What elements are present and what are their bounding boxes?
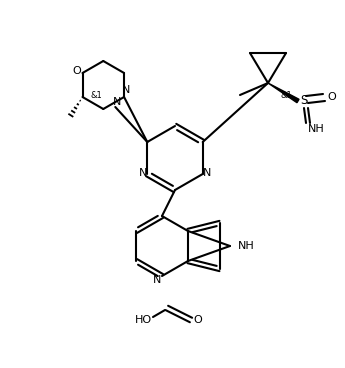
Text: NH: NH xyxy=(238,241,255,251)
Text: N: N xyxy=(113,97,121,107)
Text: N: N xyxy=(153,275,161,285)
Text: O: O xyxy=(328,92,336,102)
Text: N: N xyxy=(203,168,211,178)
Polygon shape xyxy=(268,83,299,103)
Text: O: O xyxy=(72,66,81,76)
Text: N: N xyxy=(139,168,147,178)
Text: NH: NH xyxy=(308,124,324,134)
Text: S: S xyxy=(300,95,308,107)
Text: &1: &1 xyxy=(280,92,292,100)
Text: HO: HO xyxy=(135,315,151,325)
Text: O: O xyxy=(194,315,203,325)
Text: &1: &1 xyxy=(91,91,102,99)
Text: N: N xyxy=(122,85,130,95)
